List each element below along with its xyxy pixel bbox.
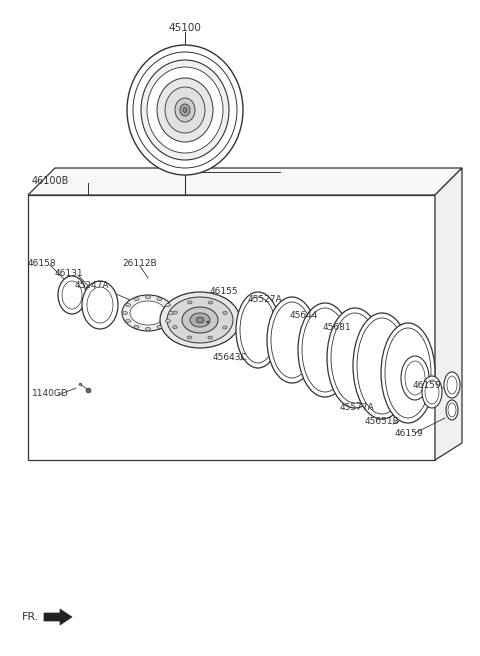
Text: 46159: 46159: [395, 428, 424, 438]
Ellipse shape: [58, 276, 86, 314]
Ellipse shape: [157, 325, 162, 329]
Ellipse shape: [165, 87, 205, 133]
Polygon shape: [28, 168, 462, 195]
Ellipse shape: [353, 313, 411, 419]
Ellipse shape: [331, 313, 379, 403]
Ellipse shape: [122, 312, 128, 314]
Text: 45681: 45681: [323, 323, 352, 333]
Ellipse shape: [180, 104, 190, 116]
Ellipse shape: [145, 295, 151, 298]
Ellipse shape: [157, 298, 162, 300]
Ellipse shape: [168, 312, 173, 314]
Ellipse shape: [82, 281, 118, 329]
Text: 46131: 46131: [55, 268, 84, 277]
Ellipse shape: [130, 301, 166, 325]
Ellipse shape: [145, 327, 151, 331]
Ellipse shape: [298, 303, 352, 397]
Ellipse shape: [401, 356, 429, 400]
Ellipse shape: [357, 318, 407, 414]
Text: 26112B: 26112B: [122, 258, 156, 268]
Ellipse shape: [236, 292, 280, 368]
Ellipse shape: [134, 298, 139, 300]
Ellipse shape: [147, 67, 223, 153]
Polygon shape: [28, 195, 435, 460]
Text: 46158: 46158: [28, 258, 57, 268]
Ellipse shape: [141, 60, 229, 160]
Text: 45247A: 45247A: [75, 281, 109, 289]
Ellipse shape: [183, 108, 187, 112]
Ellipse shape: [208, 301, 213, 304]
Ellipse shape: [173, 311, 177, 314]
Text: 45527A: 45527A: [248, 295, 283, 304]
Text: 45651B: 45651B: [365, 417, 400, 426]
Ellipse shape: [134, 325, 139, 329]
Ellipse shape: [327, 308, 383, 408]
Ellipse shape: [127, 45, 243, 175]
Ellipse shape: [196, 317, 204, 323]
Ellipse shape: [190, 313, 210, 327]
Ellipse shape: [167, 297, 233, 343]
Ellipse shape: [166, 319, 170, 323]
Ellipse shape: [62, 281, 82, 309]
Ellipse shape: [385, 328, 431, 418]
Polygon shape: [44, 609, 72, 625]
Ellipse shape: [425, 380, 439, 404]
Polygon shape: [435, 168, 462, 460]
Ellipse shape: [126, 304, 131, 306]
Ellipse shape: [240, 297, 276, 363]
Text: 45577A: 45577A: [340, 403, 375, 413]
Text: 46100B: 46100B: [32, 176, 70, 186]
Ellipse shape: [405, 361, 425, 395]
Ellipse shape: [157, 78, 213, 142]
Text: 45643C: 45643C: [213, 354, 248, 363]
Ellipse shape: [166, 304, 170, 306]
Ellipse shape: [223, 312, 227, 314]
Ellipse shape: [187, 336, 192, 339]
Ellipse shape: [188, 301, 192, 304]
Text: 45644: 45644: [290, 310, 318, 319]
Ellipse shape: [173, 325, 177, 329]
Ellipse shape: [444, 372, 460, 398]
Ellipse shape: [446, 400, 458, 420]
Ellipse shape: [182, 307, 218, 333]
Ellipse shape: [448, 403, 456, 417]
Ellipse shape: [208, 336, 212, 339]
Text: FR.: FR.: [22, 612, 39, 622]
Ellipse shape: [447, 376, 457, 394]
Ellipse shape: [160, 292, 240, 348]
Text: 46159: 46159: [413, 380, 442, 390]
Text: 46155: 46155: [210, 287, 239, 297]
Ellipse shape: [206, 321, 209, 323]
Ellipse shape: [133, 52, 237, 168]
Ellipse shape: [302, 308, 348, 392]
Ellipse shape: [126, 319, 131, 323]
Ellipse shape: [267, 297, 317, 383]
Ellipse shape: [223, 326, 227, 329]
Text: 1140GD: 1140GD: [32, 388, 69, 398]
Ellipse shape: [422, 376, 442, 408]
Ellipse shape: [271, 302, 313, 378]
Text: 45100: 45100: [168, 23, 202, 33]
Ellipse shape: [381, 323, 435, 423]
Ellipse shape: [87, 287, 113, 323]
Ellipse shape: [122, 295, 174, 331]
Ellipse shape: [175, 98, 195, 122]
